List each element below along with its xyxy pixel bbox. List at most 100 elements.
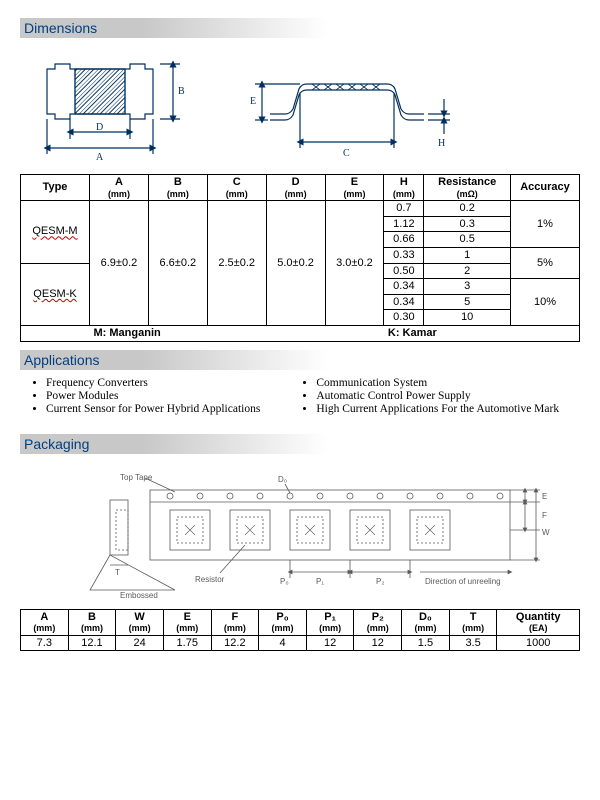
section-title-packaging: Packaging (20, 434, 328, 454)
dimension-drawing-side: E C H (240, 44, 460, 164)
applications-left: Frequency Converters Power Modules Curre… (30, 376, 260, 416)
packaging-drawing: Embossed T Top Tape D₀ Resistor P₀ P₁ P₂… (20, 460, 580, 600)
cell-h: 0.34 (384, 294, 424, 310)
dim-label-d: D (96, 122, 103, 133)
pcell: 12 (354, 635, 402, 651)
cell-acc-1: 1% (511, 200, 580, 247)
cell-e: 3.0±0.2 (325, 200, 384, 325)
pth-w: W (134, 611, 144, 623)
cell-acc-10: 10% (511, 279, 580, 326)
th-d: D (292, 176, 300, 188)
dimensions-table: Type A(mm) B(mm) C(mm) D(mm) E(mm) H(mm)… (20, 174, 580, 342)
pth-p0: P₀ (276, 611, 288, 623)
pth-q-u: (EA) (501, 623, 575, 633)
pth-t: T (470, 611, 477, 623)
pth-t-u: (mm) (454, 623, 493, 633)
applications-list: Frequency Converters Power Modules Curre… (30, 376, 580, 416)
section-title-applications: Applications (20, 350, 328, 370)
cell-r: 0.2 (424, 200, 511, 216)
pth-p1-u: (mm) (311, 623, 350, 633)
pth-d0-u: (mm) (406, 623, 445, 633)
pcell: 12.1 (68, 635, 116, 651)
pth-e-u: (mm) (168, 623, 207, 633)
cell-r: 10 (424, 310, 511, 326)
pth-a: A (40, 611, 48, 623)
cell-r: 0.3 (424, 216, 511, 232)
cell-r: 3 (424, 279, 511, 295)
dimension-drawing-top: B D A (30, 44, 200, 164)
cell-r: 0.5 (424, 232, 511, 248)
pth-f-u: (mm) (216, 623, 255, 633)
cell-h: 0.7 (384, 200, 424, 216)
th-b: B (174, 176, 182, 188)
th-h-unit: (mm) (388, 189, 419, 199)
pth-q: Quantity (516, 611, 561, 623)
label-f: F (542, 511, 547, 520)
pth-b: B (88, 611, 96, 623)
label-direction: Direction of unreeling (425, 577, 501, 586)
pcell: 1000 (497, 635, 580, 651)
cell-acc-5: 5% (511, 247, 580, 278)
pth-d0: D₀ (419, 611, 432, 623)
th-a-unit: (mm) (94, 189, 144, 199)
pth-p0-u: (mm) (263, 623, 302, 633)
list-item: Automatic Control Power Supply (316, 390, 559, 402)
label-p0: P₀ (280, 577, 289, 586)
note-m: M: Manganin (94, 327, 161, 339)
table-header-row: Type A(mm) B(mm) C(mm) D(mm) E(mm) H(mm)… (21, 175, 580, 201)
cell-r: 5 (424, 294, 511, 310)
dim-label-h: H (438, 138, 445, 149)
pth-b-u: (mm) (73, 623, 112, 633)
note-k: K: Kamar (388, 327, 437, 339)
pth-p1: P₁ (324, 611, 336, 623)
dimension-drawings: B D A (30, 44, 580, 164)
cell-h: 0.50 (384, 263, 424, 279)
list-item: High Current Applications For the Automo… (316, 403, 559, 415)
table-row: 7.3 12.1 24 1.75 12.2 4 12 12 1.5 3.5 10… (21, 635, 580, 651)
label-e: E (542, 492, 547, 501)
cell-a: 6.9±0.2 (90, 200, 149, 325)
cell-h: 0.30 (384, 310, 424, 326)
cell-h: 1.12 (384, 216, 424, 232)
label-top-tape: Top Tape (120, 473, 153, 482)
cell-d: 5.0±0.2 (266, 200, 325, 325)
th-type: Type (43, 181, 68, 193)
th-r-unit: (mΩ) (428, 189, 506, 199)
pcell: 1.5 (402, 635, 450, 651)
list-item: Frequency Converters (46, 377, 260, 389)
label-w: W (542, 528, 550, 537)
cell-r: 1 (424, 247, 511, 263)
label-embossed: Embossed (120, 591, 158, 600)
th-d-unit: (mm) (271, 189, 321, 199)
table-row: QESM-M 6.9±0.2 6.6±0.2 2.5±0.2 5.0±0.2 3… (21, 200, 580, 216)
th-e-unit: (mm) (330, 189, 380, 199)
pcell: 24 (116, 635, 164, 651)
section-title-dimensions: Dimensions (20, 18, 328, 38)
pcell: 7.3 (21, 635, 69, 651)
label-p2: P₂ (376, 577, 384, 586)
pcell: 12.2 (211, 635, 259, 651)
type-k: QESM-K (33, 288, 76, 300)
page: Dimensions (0, 0, 600, 677)
dim-label-c: C (343, 148, 350, 159)
type-m: QESM-M (32, 225, 77, 237)
th-a: A (115, 176, 123, 188)
cell-c: 2.5±0.2 (207, 200, 266, 325)
pcell: 4 (259, 635, 307, 651)
label-t: T (115, 568, 120, 577)
th-h: H (400, 176, 408, 188)
th-c-unit: (mm) (212, 189, 262, 199)
th-b-unit: (mm) (153, 189, 203, 199)
pth-f: F (232, 611, 239, 623)
cell-r: 2 (424, 263, 511, 279)
pth-e: E (184, 611, 191, 623)
table-footer-row: M: Manganin K: Kamar (21, 326, 580, 342)
cell-h: 0.33 (384, 247, 424, 263)
applications-right: Communication System Automatic Control P… (300, 376, 559, 416)
cell-h: 0.34 (384, 279, 424, 295)
th-r: Resistance (438, 176, 496, 188)
dim-label-b: B (178, 86, 185, 97)
pcell: 3.5 (449, 635, 497, 651)
pcell: 1.75 (163, 635, 211, 651)
dim-label-a: A (96, 152, 104, 163)
